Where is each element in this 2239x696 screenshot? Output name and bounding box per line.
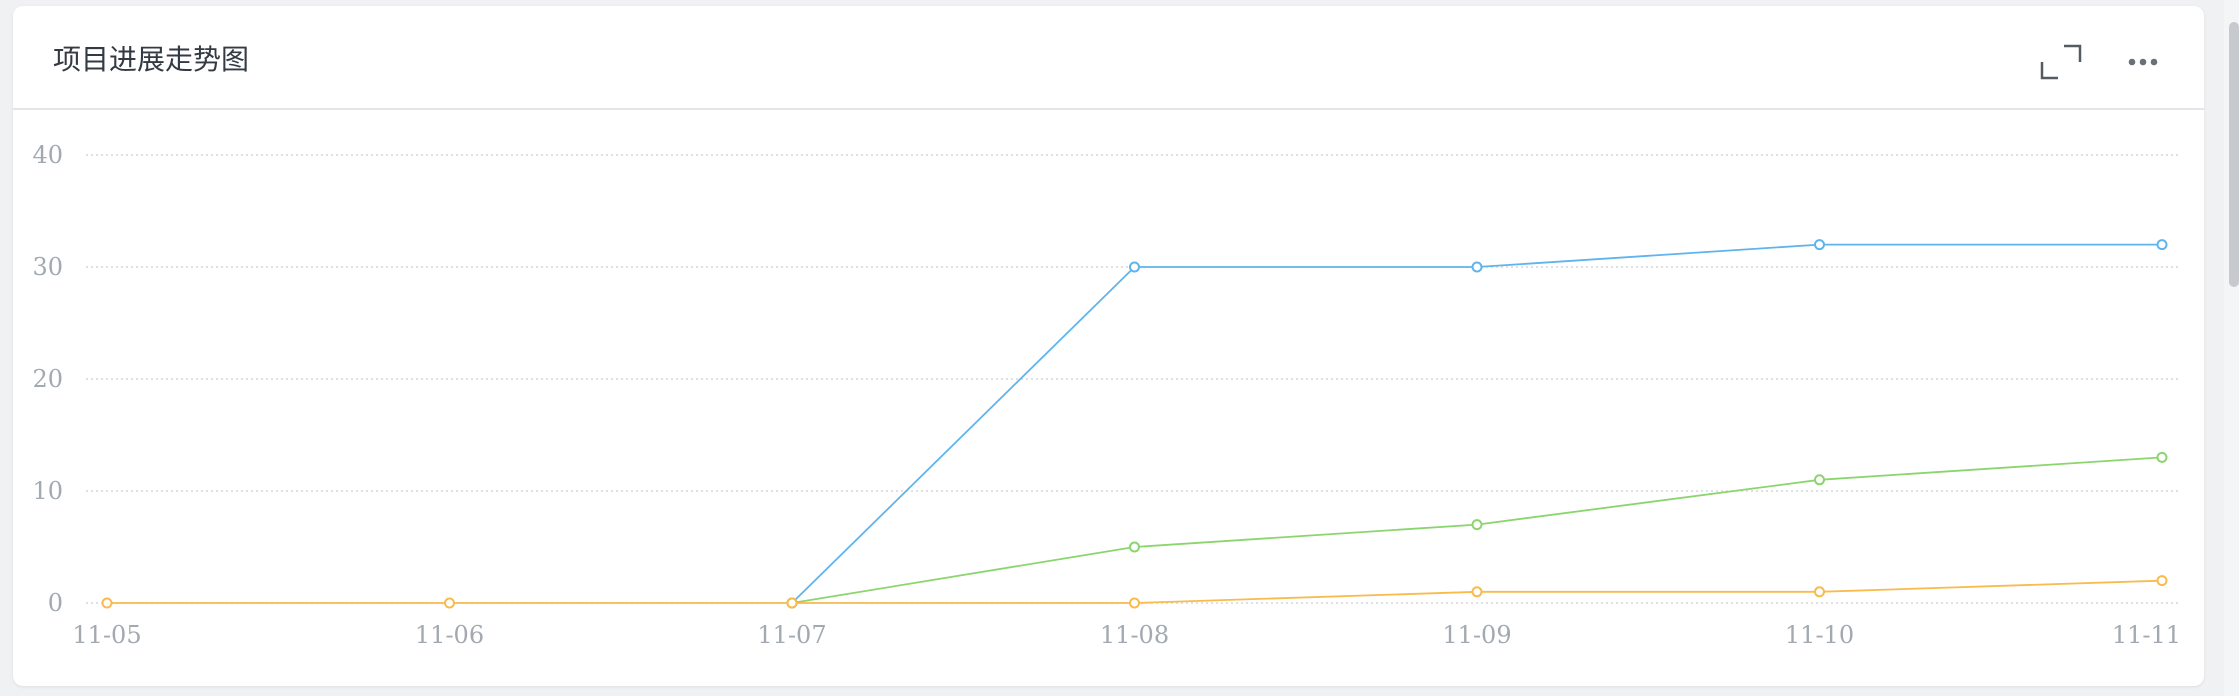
x-tick-label: 11-08 (1100, 621, 1169, 649)
data-point (2156, 575, 2168, 587)
card-title: 项目进展走势图 (53, 43, 250, 76)
data-point (2156, 451, 2168, 463)
expand-icon (2040, 44, 2082, 80)
y-tick-label: 30 (32, 253, 63, 281)
card-header: 项目进展走势图 (13, 6, 2204, 110)
series-points (101, 239, 2168, 609)
data-point (786, 597, 798, 609)
data-point (101, 597, 113, 609)
x-tick-label: 11-10 (1785, 621, 1854, 649)
x-tick-label: 11-06 (415, 621, 484, 649)
data-point (1814, 474, 1825, 486)
series-line-2 (791, 456, 2163, 604)
more-button[interactable] (2121, 40, 2165, 84)
series-line-1 (791, 243, 2162, 604)
x-tick-label: 11-11 (2112, 621, 2181, 649)
grid-lines (86, 154, 2181, 604)
y-tick-label: 20 (32, 365, 63, 393)
data-point (1129, 597, 1140, 609)
scrollbar-thumb[interactable] (2229, 22, 2239, 287)
y-axis: 0 10 20 30 40 (32, 141, 63, 617)
data-point (1471, 519, 1483, 531)
data-point (1814, 239, 1825, 251)
data-point (444, 597, 455, 609)
y-tick-label: 40 (32, 141, 63, 169)
more-horizontal-icon (2128, 58, 2158, 66)
expand-button[interactable] (2039, 40, 2083, 84)
x-tick-label: 11-07 (757, 621, 826, 649)
line-chart: 0 10 20 30 40 11-05 11-06 11-07 11-08 11-09 11-10… (32, 141, 2181, 649)
data-point (2156, 239, 2168, 251)
x-tick-label: 11-05 (72, 621, 141, 649)
y-tick-label: 0 (48, 589, 63, 617)
data-point (1471, 586, 1483, 598)
x-tick-label: 11-09 (1442, 621, 1511, 649)
x-axis: 11-05 11-06 11-07 11-08 11-09 11-10 11-11 (72, 621, 2181, 649)
data-point (1129, 541, 1140, 553)
y-tick-label: 10 (32, 477, 63, 505)
data-point (1129, 261, 1140, 273)
data-point (1814, 586, 1825, 598)
data-point (1471, 261, 1483, 273)
chart-card: 项目进展走势图 0 10 20 30 40 11-05 11-06 11-07 11-08 11… (13, 6, 2204, 686)
